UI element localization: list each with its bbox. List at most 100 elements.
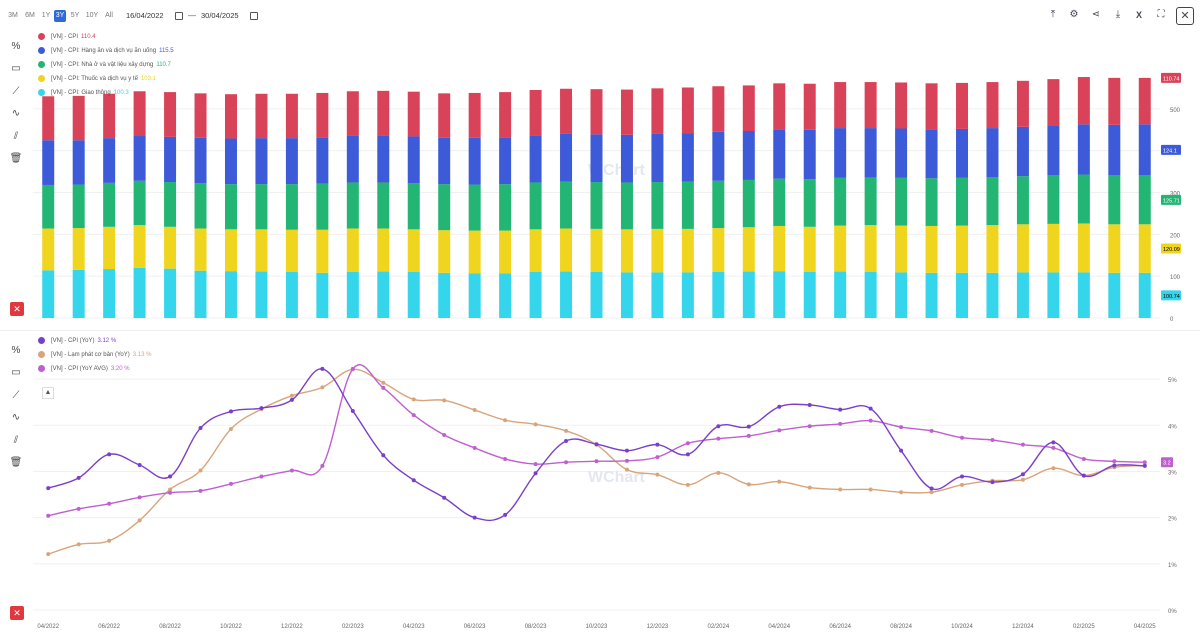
bar-segment bbox=[468, 230, 481, 274]
x-tick-label: 04/2025 bbox=[1134, 624, 1156, 630]
stacked-bar-chart: 0100200300400500WChart110.74124.1125.711… bbox=[0, 72, 1200, 331]
data-point bbox=[168, 490, 173, 495]
data-point bbox=[350, 366, 355, 371]
bar-segment bbox=[529, 135, 542, 183]
trash-icon[interactable]: 🗑 bbox=[9, 153, 23, 164]
bar-segment bbox=[773, 178, 786, 226]
range-button-1y[interactable]: 1Y bbox=[41, 12, 51, 19]
bar-segment bbox=[1016, 224, 1029, 273]
range-button-all[interactable]: All bbox=[105, 12, 113, 19]
remove-pane-button[interactable]: ✕ bbox=[10, 302, 24, 316]
bar-segment bbox=[864, 128, 877, 178]
legend-item[interactable]: [VN] - CPI (YoY AVG) 3.20 % bbox=[38, 364, 130, 374]
calendar-icon[interactable] bbox=[250, 12, 258, 20]
end-value-tag: 125.71 bbox=[1161, 194, 1181, 205]
bar-segment bbox=[194, 270, 207, 318]
gear-icon[interactable]: ⚙ bbox=[1069, 9, 1079, 20]
download-icon[interactable]: ⤓ bbox=[1115, 9, 1121, 20]
line-tool-icon[interactable]: ⟋ bbox=[12, 86, 20, 97]
wave-tool-icon[interactable]: ∿ bbox=[11, 412, 21, 423]
bar-segment bbox=[712, 86, 725, 132]
bar-segment bbox=[103, 182, 116, 227]
bar-segment bbox=[346, 228, 359, 272]
indicator-icon[interactable]: ⤒ bbox=[1050, 9, 1056, 20]
calendar-icon[interactable] bbox=[175, 12, 183, 20]
range-button-10y[interactable]: 10Y bbox=[85, 12, 99, 19]
line-chart: 0% 1% 2% 3% 4% 5% 04/2022 06/2022 08/2022 10/2022… bbox=[33, 364, 1177, 630]
bar-segment bbox=[1077, 223, 1090, 273]
data-point bbox=[442, 398, 447, 403]
legend-item[interactable]: [VN] - CPI 110.4 bbox=[38, 32, 96, 42]
collapse-legend-icon[interactable]: ▲ bbox=[42, 387, 54, 399]
close-icon[interactable]: ✕ bbox=[1176, 7, 1194, 25]
legend-item[interactable]: [VN] - Lạm phát cơ bản (YoY) 3.13 % bbox=[38, 350, 151, 360]
legend-item[interactable]: [VN] - CPI: Hàng ăn và dịch vụ ăn uống 11… bbox=[38, 46, 174, 56]
legend-item[interactable]: [VN] - CPI: Nhà ở và vật liệu xây dựng 11… bbox=[38, 60, 171, 70]
end-value-label: 120.09 bbox=[1163, 247, 1180, 253]
bar-segment bbox=[255, 184, 268, 230]
data-point bbox=[594, 459, 599, 464]
data-point bbox=[289, 397, 294, 402]
bar-segment bbox=[986, 128, 999, 178]
range-button-3y[interactable]: 3Y bbox=[54, 10, 66, 22]
date-from-field[interactable]: 16/04/2022 bbox=[126, 11, 164, 20]
fullscreen-icon[interactable]: ⛶ bbox=[1157, 9, 1165, 20]
legend-item[interactable]: [VN] - CPI: Thuốc và dịch vụ y tế 103.1 bbox=[38, 74, 156, 84]
legend-dot-icon bbox=[38, 364, 45, 372]
comment-icon[interactable]: ▭ bbox=[11, 367, 21, 378]
bar-segment bbox=[224, 94, 237, 139]
bar-segment bbox=[468, 273, 481, 318]
end-value-label: 125.71 bbox=[1163, 198, 1180, 204]
bar-segment bbox=[103, 226, 116, 270]
data-point bbox=[960, 435, 965, 440]
bar-segment bbox=[72, 95, 85, 141]
range-button-3m[interactable]: 3M bbox=[8, 12, 18, 19]
line-tool-icon[interactable]: ⟋ bbox=[12, 390, 20, 401]
share-icon[interactable]: ⋖ bbox=[1091, 9, 1101, 20]
comment-icon[interactable]: ▭ bbox=[11, 63, 21, 74]
end-value-tag: 124.1 bbox=[1161, 144, 1181, 155]
trash-icon[interactable]: 🗑 bbox=[9, 457, 23, 468]
bar-segment bbox=[651, 182, 664, 229]
remove-pane-button[interactable]: ✕ bbox=[10, 606, 24, 620]
bar-segment bbox=[285, 138, 298, 185]
percent-icon[interactable]: % bbox=[11, 345, 21, 356]
data-point bbox=[685, 482, 690, 487]
range-button-6m[interactable]: 6M bbox=[25, 12, 35, 19]
bar-segment bbox=[681, 181, 694, 229]
percent-icon[interactable]: % bbox=[11, 41, 21, 52]
bar-segment bbox=[895, 82, 908, 129]
range-button-5y[interactable]: 5Y bbox=[70, 12, 80, 19]
legend-item[interactable]: [VN] - CPI: Giao thông 100.3 bbox=[38, 88, 129, 98]
bar-segment bbox=[651, 88, 664, 134]
bar-segment bbox=[529, 182, 542, 230]
data-point bbox=[807, 424, 812, 429]
excel-icon[interactable]: X bbox=[1135, 10, 1142, 20]
bar-segment bbox=[72, 269, 85, 318]
wave-tool-icon[interactable]: ∿ bbox=[11, 108, 21, 119]
data-point bbox=[746, 433, 751, 438]
data-point bbox=[381, 385, 386, 390]
bar-segment bbox=[194, 93, 207, 138]
data-point bbox=[76, 506, 81, 511]
legend-item[interactable]: [VN] - CPI (YoY) 3.12 % bbox=[38, 336, 116, 346]
bar-segment bbox=[986, 82, 999, 129]
data-point bbox=[168, 474, 173, 479]
bar-segment bbox=[1138, 77, 1151, 125]
parallel-tool-icon[interactable]: ⫽ bbox=[13, 131, 19, 142]
bar-segment bbox=[42, 228, 55, 271]
x-tick-label: 06/2022 bbox=[98, 624, 120, 630]
bar-segment bbox=[834, 225, 847, 272]
data-point bbox=[624, 467, 629, 472]
y-tick-label: 1% bbox=[1168, 563, 1177, 569]
date-to-field[interactable]: 30/04/2025 bbox=[201, 11, 239, 20]
data-point bbox=[655, 442, 660, 447]
end-value-label: 3.2 bbox=[1163, 461, 1171, 467]
parallel-tool-icon[interactable]: ⫽ bbox=[13, 435, 19, 446]
legend-value: 110.7 bbox=[156, 62, 171, 68]
bar-segment bbox=[316, 137, 329, 184]
bar-segment bbox=[468, 137, 481, 185]
bar-segment bbox=[651, 228, 664, 273]
bar-segment bbox=[499, 184, 512, 231]
legend-label: [VN] - CPI (YoY AVG) bbox=[51, 366, 108, 372]
